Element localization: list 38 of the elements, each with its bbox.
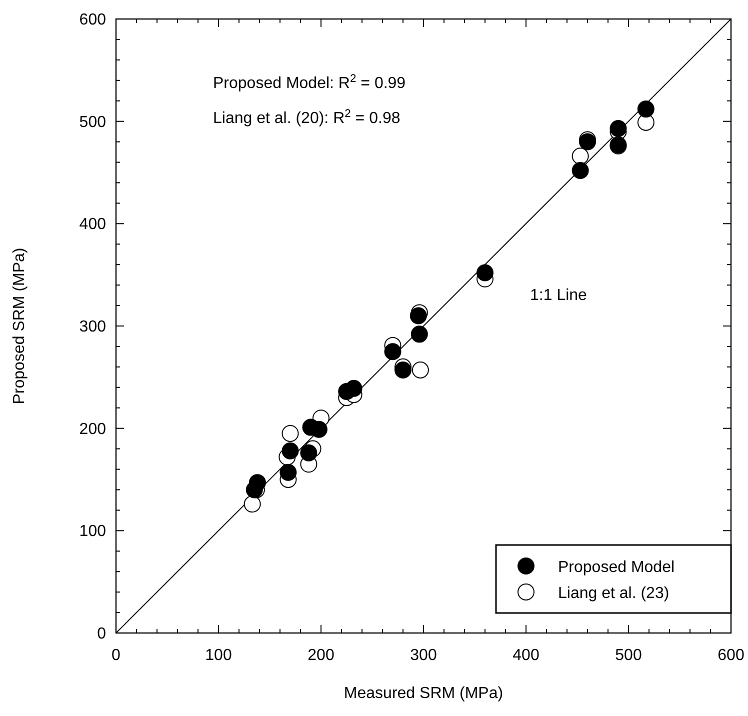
x-tick-label: 600 xyxy=(718,647,744,664)
y-tick-label: 100 xyxy=(79,523,106,540)
point xyxy=(610,120,627,137)
x-tick-label: 200 xyxy=(308,647,334,664)
point xyxy=(412,362,429,379)
x-tick-label: 100 xyxy=(205,647,232,664)
point xyxy=(280,464,297,481)
point xyxy=(637,100,654,118)
x-tick-label: 500 xyxy=(615,647,642,664)
point xyxy=(282,424,299,442)
y-tick-label: 400 xyxy=(79,216,106,234)
point xyxy=(476,264,494,282)
y-tick-label: 500 xyxy=(79,114,106,131)
x-tick-label: 0 xyxy=(112,647,121,664)
x-tick-label: 300 xyxy=(410,647,437,664)
annotation: Proposed Model: R$^{2}$ = 0.99 xyxy=(213,73,406,92)
point xyxy=(394,362,412,379)
point xyxy=(384,343,402,360)
y-tick-label: 0 xyxy=(97,626,106,642)
y-axis-title: Proposed SRM (MPa) xyxy=(11,248,28,404)
legend-label: Liang et al. (23) xyxy=(558,585,670,602)
point xyxy=(282,442,299,460)
annotation: 1:1 Line xyxy=(530,287,588,304)
y-tick-label: 300 xyxy=(79,318,106,336)
point xyxy=(410,307,427,324)
x-axis-title: Measured SRM (MPa) xyxy=(344,685,504,702)
annotation: Liang et al. (20): R$^{2}$ = 0.98 xyxy=(213,108,400,127)
y-tick-label: 600 xyxy=(79,12,106,28)
point xyxy=(572,148,589,165)
point xyxy=(410,326,428,343)
legend-label: Proposed Model xyxy=(558,559,675,576)
point xyxy=(248,474,266,492)
point xyxy=(300,444,318,462)
x-tick-label: 400 xyxy=(512,647,540,664)
y-tick-label: 200 xyxy=(79,420,106,438)
point xyxy=(244,496,261,513)
point xyxy=(572,162,589,179)
point xyxy=(345,380,362,397)
